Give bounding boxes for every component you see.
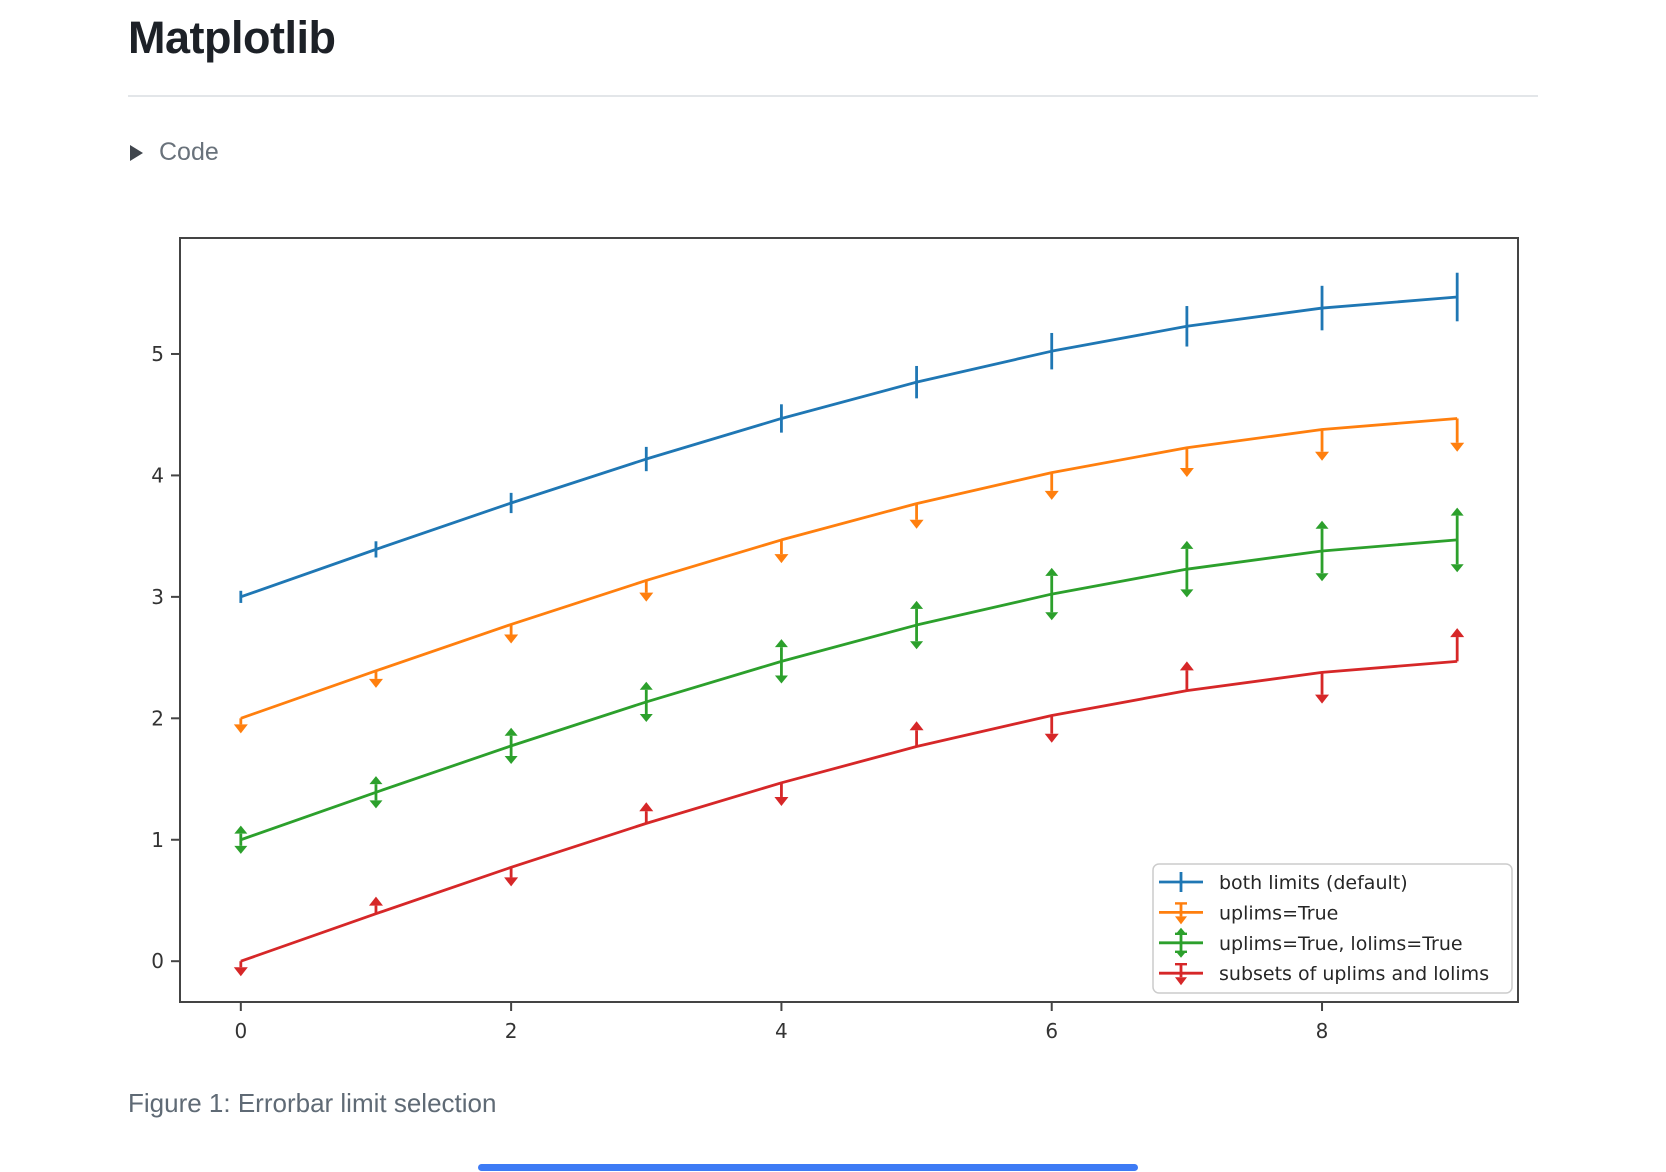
y-tick-label: 5 bbox=[151, 342, 164, 366]
bottom-indicator-bar bbox=[478, 1164, 1138, 1171]
y-tick-label: 0 bbox=[151, 949, 164, 973]
x-tick-label: 2 bbox=[505, 1019, 518, 1042]
y-tick-label: 2 bbox=[151, 706, 164, 730]
legend-label: both limits (default) bbox=[1219, 872, 1408, 894]
series-4 bbox=[233, 628, 1465, 977]
legend-entry-1: both limits (default) bbox=[1159, 872, 1408, 894]
x-tick-label: 0 bbox=[234, 1019, 247, 1042]
x-tick-label: 4 bbox=[775, 1019, 788, 1042]
x-tick-label: 6 bbox=[1045, 1019, 1058, 1042]
y-tick-label: 1 bbox=[151, 828, 164, 852]
page-title: Matplotlib bbox=[128, 12, 336, 63]
figure-caption: Figure 1: Errorbar limit selection bbox=[128, 1088, 497, 1118]
legend-label: subsets of uplims and lolims bbox=[1219, 963, 1489, 985]
legend-entry-3: uplims=True, lolims=True bbox=[1159, 927, 1463, 958]
chart-legend: both limits (default) uplims=True uplims=T… bbox=[1152, 863, 1513, 994]
y-tick-label: 3 bbox=[151, 585, 164, 609]
code-fold-toggle[interactable]: Code bbox=[130, 138, 219, 167]
series-3 bbox=[234, 507, 1464, 854]
code-fold-label: Code bbox=[159, 138, 219, 166]
axes-frame: 0 2 4 6 8 0 1 2 3 4 5 bbox=[151, 237, 1519, 1042]
legend-label: uplims=True, lolims=True bbox=[1219, 933, 1463, 955]
title-divider bbox=[128, 95, 1538, 97]
errorbar-chart: 0 2 4 6 8 0 1 2 3 4 5 both limits (default) uplims=T… bbox=[151, 237, 1519, 1042]
triangle-right-icon bbox=[130, 144, 143, 161]
legend-entry-4: subsets of uplims and lolims bbox=[1159, 963, 1489, 986]
legend-entry-2: uplims=True bbox=[1159, 902, 1338, 925]
y-tick-label: 4 bbox=[151, 463, 164, 487]
x-tick-label: 8 bbox=[1316, 1019, 1329, 1042]
series-1 bbox=[239, 272, 1459, 603]
series-2 bbox=[233, 417, 1465, 734]
legend-label: uplims=True bbox=[1219, 902, 1338, 924]
